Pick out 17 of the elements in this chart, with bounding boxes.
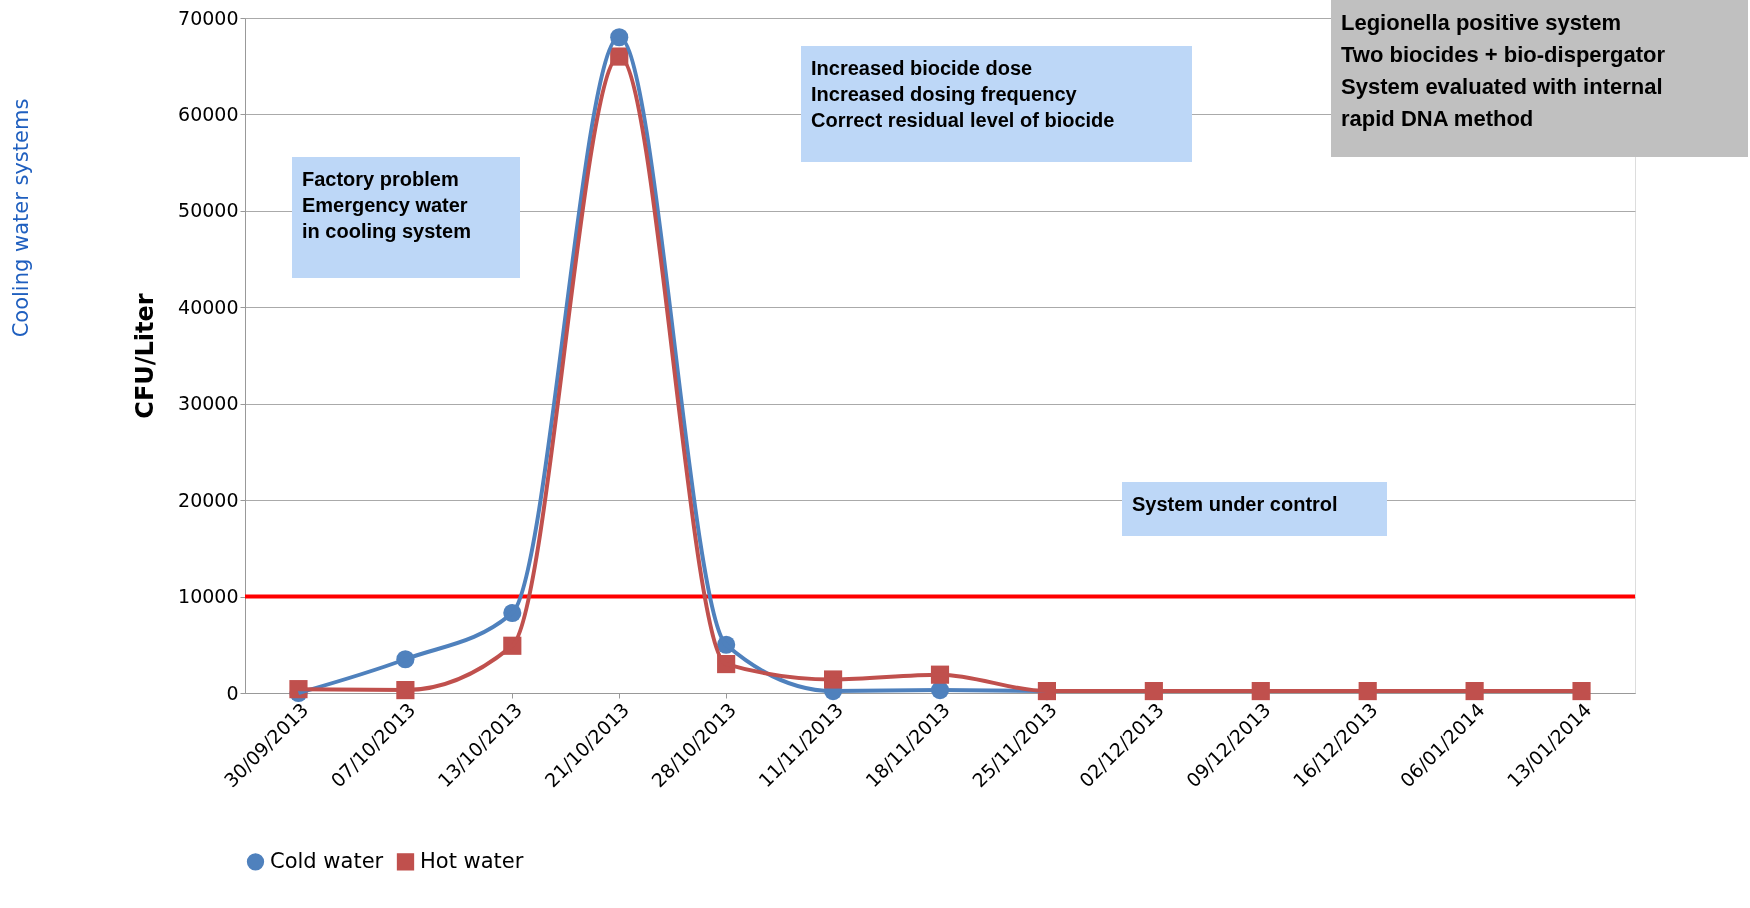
legend-label: Hot water: [420, 848, 524, 873]
y-tick-label: 70000: [178, 6, 239, 29]
annotation: Legionella positive system Two biocides + bio-dispergator System evaluated with internal rapid DNA method: [1341, 10, 1666, 131]
point: [1572, 681, 1591, 701]
y-tick-label: 10000: [178, 585, 239, 608]
annotation: System under control: [1132, 493, 1338, 515]
y-tick-label: 60000: [178, 102, 239, 125]
annotation: Factory problem Emergency water in cooling system: [302, 168, 471, 242]
y-tick-label: 20000: [178, 488, 239, 511]
y-tick-label: 30000: [178, 392, 239, 415]
y-tick-label: 40000: [178, 295, 239, 318]
y-tick-label: 0: [226, 681, 239, 704]
y-tick-label: 50000: [178, 199, 239, 222]
text: Cooling water systems: [9, 98, 33, 338]
y-axis-title: CFU/Liter: [131, 293, 160, 419]
annotation: Increased biocide dose Increased dosing frequency Correct residual level of biocide: [811, 57, 1115, 131]
legend-label: Cold water: [270, 848, 384, 873]
